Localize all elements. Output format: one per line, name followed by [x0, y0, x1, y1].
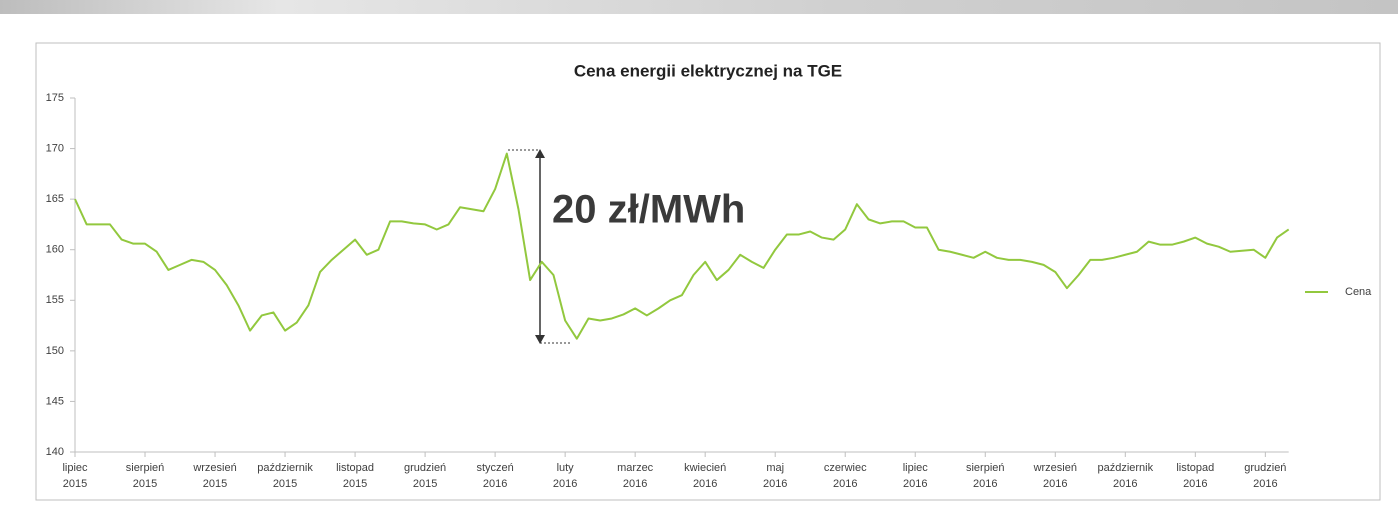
- x-tick-label-line: 2016: [973, 478, 997, 490]
- x-tick-label-line: lipiec: [903, 462, 929, 474]
- legend-label: Cena: [1345, 286, 1372, 298]
- x-tick-label-line: 2016: [483, 478, 507, 490]
- page: Cena energii elektrycznej na TGE 20 zł/M…: [0, 0, 1398, 525]
- x-tick-label-line: 2016: [693, 478, 717, 490]
- x-tick-label-line: 2015: [273, 478, 297, 490]
- x-tick-label-line: styczeń: [476, 462, 513, 474]
- x-tick-label-line: 2015: [133, 478, 157, 490]
- y-tick-label: 155: [46, 294, 64, 306]
- annotation: 20 zł/MWh: [552, 188, 745, 232]
- x-tick-label-line: 2016: [1043, 478, 1067, 490]
- x-tick-label-line: wrzesień: [192, 462, 236, 474]
- x-tick-label-line: maj: [766, 462, 784, 474]
- x-tick-label-line: 2015: [203, 478, 227, 490]
- x-tick-label-line: listopad: [336, 462, 374, 474]
- x-tick-label-line: 2016: [1113, 478, 1137, 490]
- y-tick-label: 165: [46, 193, 64, 205]
- x-tick-label-line: kwiecień: [684, 462, 726, 474]
- y-tick-label: 175: [46, 92, 64, 104]
- chart: Cena energii elektrycznej na TGE 20 zł/M…: [0, 0, 1398, 525]
- chart-title: Cena energii elektrycznej na TGE: [574, 61, 842, 80]
- x-tick-label-line: październik: [257, 462, 313, 474]
- y-tick-label: 160: [46, 244, 64, 256]
- x-tick-label-line: grudzień: [404, 462, 446, 474]
- x-tick-label-line: 2016: [1183, 478, 1207, 490]
- x-tick-label-line: wrzesień: [1033, 462, 1077, 474]
- chart-frame: [36, 43, 1380, 500]
- x-tick-label-line: 2015: [343, 478, 367, 490]
- x-tick-label-line: 2016: [763, 478, 787, 490]
- x-tick-label-line: czerwiec: [824, 462, 867, 474]
- y-tick-label: 140: [46, 446, 64, 458]
- x-tick-label-line: luty: [557, 462, 575, 474]
- x-tick-label-line: 2015: [63, 478, 87, 490]
- x-tick-label-line: 2016: [903, 478, 927, 490]
- x-tick-label-line: 2016: [623, 478, 647, 490]
- y-tick-label: 145: [46, 395, 64, 407]
- y-tick-label: 150: [46, 345, 64, 357]
- x-tick-label-line: grudzień: [1244, 462, 1286, 474]
- x-tick-label-line: sierpień: [126, 462, 165, 474]
- x-tick-label-line: 2016: [833, 478, 857, 490]
- x-tick-label-line: 2016: [1253, 478, 1277, 490]
- x-tick-label-line: marzec: [617, 462, 654, 474]
- x-tick-label-line: październik: [1097, 462, 1153, 474]
- x-tick-label-line: 2016: [553, 478, 577, 490]
- x-tick-label-line: lipiec: [62, 462, 88, 474]
- x-tick-label-line: 2015: [413, 478, 437, 490]
- y-tick-label: 170: [46, 142, 64, 154]
- x-tick-label-line: listopad: [1176, 462, 1214, 474]
- x-tick-label-line: sierpień: [966, 462, 1005, 474]
